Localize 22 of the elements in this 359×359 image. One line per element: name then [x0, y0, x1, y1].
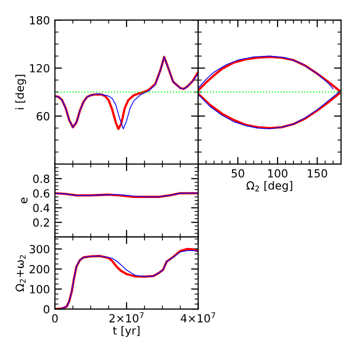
- y-axis-title: e: [21, 198, 28, 204]
- x-tick-label: 100: [268, 169, 288, 178]
- y-axis-title: i [deg]: [15, 74, 26, 110]
- x-tick-label: 4×10$^{7}$: [180, 312, 216, 322]
- y-tick-label: 180: [30, 16, 50, 24]
- y-tick-label: 120: [30, 64, 50, 72]
- x-tick-label: 0: [52, 314, 58, 323]
- y-tick-label: 0.2: [33, 218, 49, 227]
- x-tick-label: 50: [232, 169, 244, 178]
- x-axis-title: Ω$_{2}$ [deg]: [246, 181, 292, 192]
- y-tick-label: 300: [30, 244, 50, 254]
- y-axis-title: Ω$_{2}$+ω$_{2}$: [16, 255, 26, 292]
- y-tick-label: 100: [30, 285, 50, 294]
- x-axis-title: t [yr]: [112, 326, 140, 337]
- y-tick-label: 0.8: [33, 174, 50, 184]
- y-tick-label: 0: [44, 305, 50, 314]
- x-tick-label: 2×10$^{7}$: [109, 312, 144, 322]
- y-tick-label: 60: [36, 112, 50, 120]
- y-tick-label: 200: [30, 264, 50, 274]
- y-tick-label: 0.6: [33, 189, 50, 198]
- y-tick-label: 0.4: [33, 204, 50, 212]
- x-tick-label: 150: [308, 169, 328, 178]
